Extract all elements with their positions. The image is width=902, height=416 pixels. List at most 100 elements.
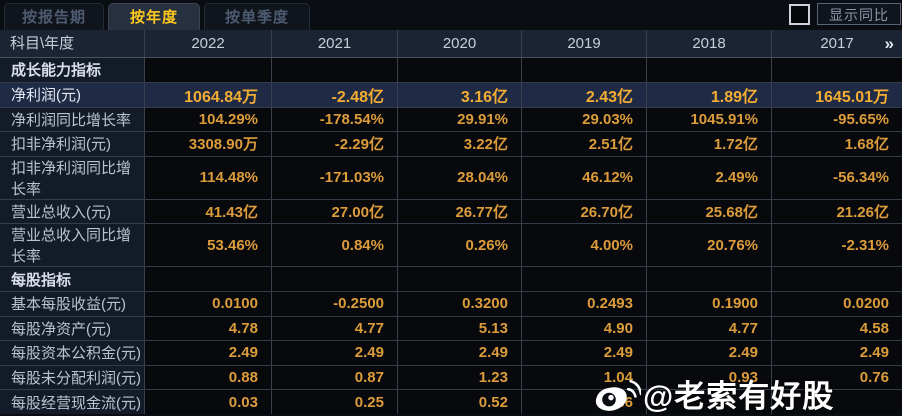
table-row: 每股净资产(元) 4.78 4.77 5.13 4.90 4.77 4.58 [0,316,902,342]
year-column-header: 2019 [522,30,647,57]
cell-value: 2.49 [398,341,522,365]
cell-value: 1.72亿 [647,132,772,156]
cell-value: 2.49% [647,156,772,199]
year-label: 2017 [820,35,854,52]
cell-value: 21.26亿 [772,199,902,224]
cell-value: 3308.90万 [145,132,272,156]
cell-value: 4.77 [272,316,398,341]
cell-value: 5.13 [398,316,522,341]
cell-value: 29.03% [522,107,647,132]
row-label: 每股经营现金流(元) [0,390,145,414]
financial-indicators-table: 科目\年度 2022 2021 2020 2019 2018 2017 » 成长… [0,30,902,414]
table-row: 每股指标 [0,267,902,292]
cell-value [145,267,272,291]
cell-value: 25.68亿 [647,199,772,224]
cell-value: 20.76% [647,224,772,267]
table-body: 成长能力指标 净利润(元) 1064.84万 -2.48亿 3.16亿 2.43… [0,58,902,414]
cell-value: 0.36 [522,390,647,414]
table-row: 净利润同比增长率 104.29% -178.54% 29.91% 29.03% … [0,107,902,133]
cell-value: 0.93 [647,365,772,390]
cell-value: 0.84% [272,224,398,267]
cell-value: 26.77亿 [398,199,522,224]
cell-value: -2.29亿 [272,132,398,156]
cell-value: 4.77 [647,316,772,341]
cell-value: 0.76 [772,365,902,390]
cell-value: 3.22亿 [398,132,522,156]
table-header-row: 科目\年度 2022 2021 2020 2019 2018 2017 » [0,30,902,58]
cell-value [522,58,647,82]
row-label: 每股指标 [0,267,145,291]
row-label: 每股未分配利润(元) [0,365,145,390]
cell-value: 46.12% [522,156,647,199]
cell-value: 1064.84万 [145,82,272,107]
cell-value: -2.48亿 [272,82,398,107]
cell-value: 0.03 [145,390,272,414]
cell-value: 2.49 [272,341,398,365]
cell-value: 0.3200 [398,291,522,316]
row-label: 基本每股收益(元) [0,291,145,316]
year-column-header: 2021 [272,30,398,57]
year-column-header: 2022 [145,30,272,57]
table-row: 营业总收入(元) 41.43亿 27.00亿 26.77亿 26.70亿 25.… [0,199,902,225]
cell-value: -2.31% [772,224,902,267]
show-yoy-checkbox[interactable] [789,4,810,25]
cell-value: 2.49 [522,341,647,365]
tab-by-report-period[interactable]: 按报告期 [4,3,104,30]
cell-value [398,58,522,82]
cell-value [398,267,522,291]
tab-by-year[interactable]: 按年度 [108,3,200,30]
cell-value: 0.88 [145,365,272,390]
table-row: 扣非净利润同比增长率 114.48% -171.03% 28.04% 46.12… [0,156,902,200]
row-label: 营业总收入(元) [0,199,145,224]
cell-value: 4.58 [772,316,902,341]
cell-value: 104.29% [145,107,272,132]
table-row: 每股未分配利润(元) 0.88 0.87 1.23 1.04 0.93 0.76 [0,365,902,391]
row-label: 净利润同比增长率 [0,107,145,132]
cell-value: 114.48% [145,156,272,199]
year-column-header: 2018 [647,30,772,57]
cell-value [772,390,902,414]
row-label: 每股资本公积金(元) [0,341,145,365]
year-column-header: 2020 [398,30,522,57]
cell-value: -0.2500 [272,291,398,316]
cell-value: 0.87 [272,365,398,390]
row-label: 净利润(元) [0,82,145,107]
row-label: 营业总收入同比增长率 [0,224,145,267]
cell-value: 0.0100 [145,291,272,316]
cell-value: 0.52 [398,390,522,414]
cell-value: 4.00% [522,224,647,267]
cell-value: 53.46% [145,224,272,267]
next-columns-icon[interactable]: » [884,34,894,53]
cell-value: 2.51亿 [522,132,647,156]
cell-value: -178.54% [272,107,398,132]
table-row: 成长能力指标 [0,58,902,83]
cell-value: 0.1900 [647,291,772,316]
row-label: 扣非净利润(元) [0,132,145,156]
cell-value: 0.26% [398,224,522,267]
cell-value: 29.91% [398,107,522,132]
show-yoy-button[interactable]: 显示同比 [817,3,901,25]
cell-value [772,58,902,82]
cell-value: 4.78 [145,316,272,341]
cell-value: -171.03% [272,156,398,199]
cell-value: 4.90 [522,316,647,341]
cell-value: 2.43亿 [522,82,647,107]
cell-value: 41.43亿 [145,199,272,224]
cell-value [647,390,772,414]
cell-value: 0.2493 [522,291,647,316]
cell-value: -95.65% [772,107,902,132]
cell-value: 2.49 [772,341,902,365]
cell-value: 1.23 [398,365,522,390]
cell-value [772,267,902,291]
cell-value: 1.68亿 [772,132,902,156]
tab-by-single-quarter[interactable]: 按单季度 [204,3,310,30]
cell-value: 0.0200 [772,291,902,316]
cell-value: 1045.91% [647,107,772,132]
year-column-header: 2017 » [772,30,902,57]
table-row: 营业总收入同比增长率 53.46% 0.84% 0.26% 4.00% 20.7… [0,224,902,268]
cell-value [522,267,647,291]
row-label: 每股净资产(元) [0,316,145,341]
row-label: 扣非净利润同比增长率 [0,156,145,199]
cell-value: -56.34% [772,156,902,199]
cell-value: 1.89亿 [647,82,772,107]
